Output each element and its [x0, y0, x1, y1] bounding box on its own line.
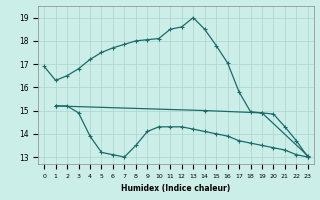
- X-axis label: Humidex (Indice chaleur): Humidex (Indice chaleur): [121, 184, 231, 193]
